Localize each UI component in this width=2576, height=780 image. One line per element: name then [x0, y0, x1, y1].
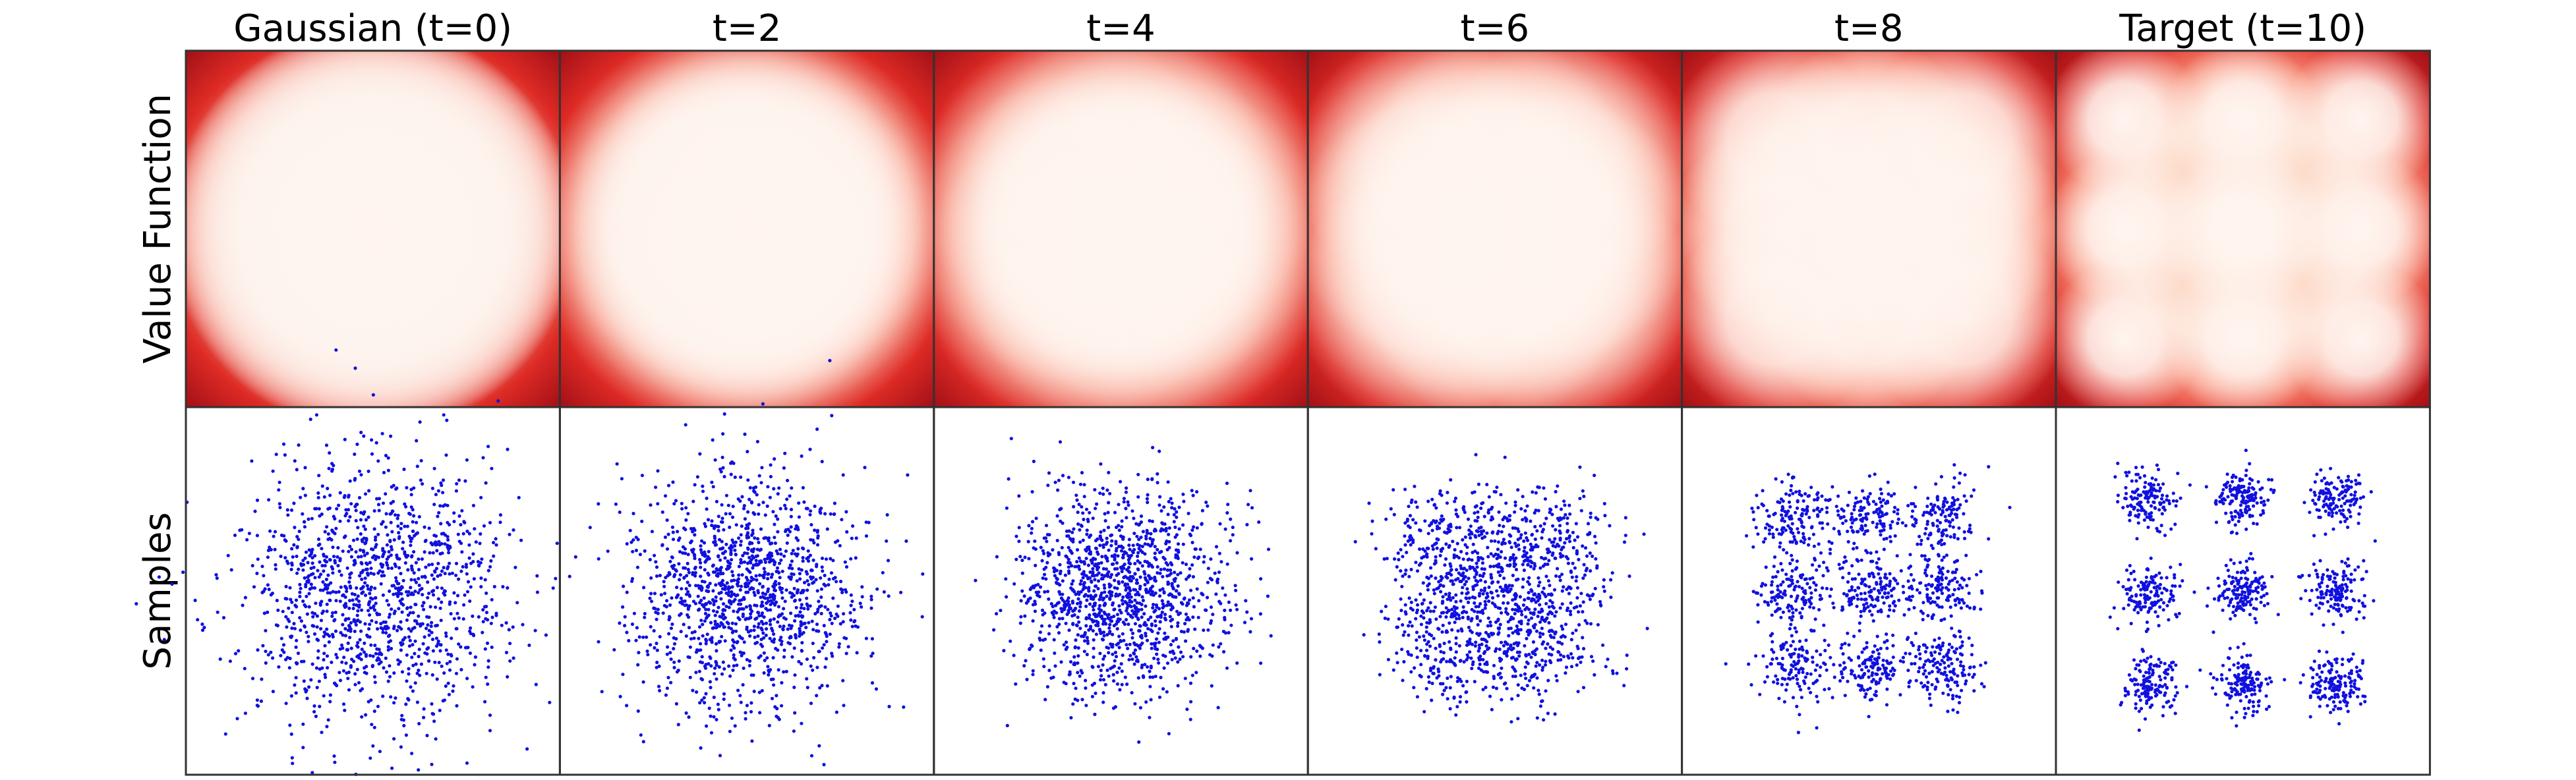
panel-frame — [934, 407, 1308, 775]
heatmap-blob — [169, 25, 577, 433]
panel-frame — [186, 407, 560, 775]
column-title: Gaussian (t=0) — [233, 7, 512, 50]
heatmap — [544, 28, 950, 430]
sample-points — [2109, 449, 2377, 732]
sample-points — [554, 359, 924, 777]
column-title: t=4 — [1086, 7, 1156, 50]
sample-points — [134, 348, 577, 777]
panel-frame — [1308, 407, 1682, 775]
sample-points — [1724, 463, 2012, 735]
row-label: Samples — [136, 512, 179, 669]
heatmap-blob — [1859, 213, 2068, 421]
heatmap — [920, 31, 1323, 428]
sample-points — [974, 437, 1272, 744]
sample-points — [1354, 453, 1649, 724]
heatmap-blob — [1437, 166, 1695, 424]
row-label: Value Function — [136, 94, 179, 364]
column-title: Target (t=10) — [2119, 7, 2366, 50]
heatmap — [169, 25, 577, 433]
heatmap — [1670, 37, 2068, 422]
column-title: t=2 — [713, 7, 782, 50]
heatmap-blob — [1014, 119, 1323, 427]
heatmap-blob — [2283, 260, 2441, 418]
heatmap-blob — [591, 72, 950, 430]
column-title: t=6 — [1461, 7, 1530, 50]
heatmap — [1295, 34, 1695, 424]
heatmap — [2045, 40, 2441, 418]
column-title: t=8 — [1834, 7, 1904, 50]
